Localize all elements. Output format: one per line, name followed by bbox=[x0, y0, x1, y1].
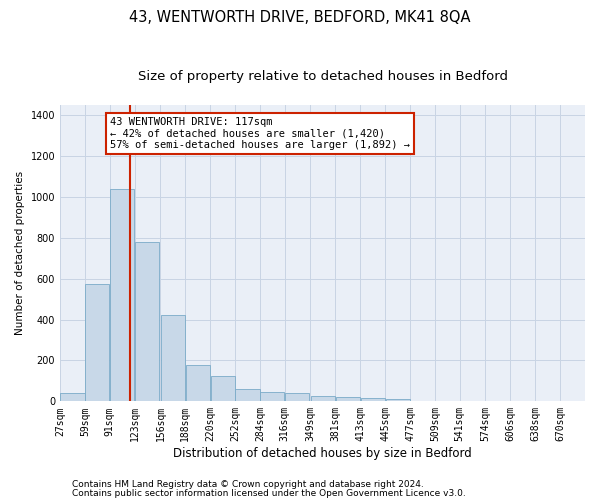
Bar bbox=[135, 242, 159, 402]
Bar bbox=[61, 393, 85, 402]
Bar bbox=[185, 364, 210, 402]
Bar bbox=[110, 189, 134, 402]
Bar bbox=[285, 393, 309, 402]
Bar bbox=[311, 396, 335, 402]
Bar bbox=[386, 400, 410, 402]
Title: Size of property relative to detached houses in Bedford: Size of property relative to detached ho… bbox=[137, 70, 508, 83]
Y-axis label: Number of detached properties: Number of detached properties bbox=[15, 171, 25, 335]
Bar bbox=[235, 389, 260, 402]
Bar bbox=[336, 397, 360, 402]
Text: Contains public sector information licensed under the Open Government Licence v3: Contains public sector information licen… bbox=[72, 489, 466, 498]
Text: 43, WENTWORTH DRIVE, BEDFORD, MK41 8QA: 43, WENTWORTH DRIVE, BEDFORD, MK41 8QA bbox=[129, 10, 471, 25]
X-axis label: Distribution of detached houses by size in Bedford: Distribution of detached houses by size … bbox=[173, 447, 472, 460]
Bar bbox=[85, 284, 109, 402]
Bar bbox=[161, 316, 185, 402]
Bar bbox=[260, 392, 284, 402]
Bar bbox=[361, 398, 385, 402]
Text: Contains HM Land Registry data © Crown copyright and database right 2024.: Contains HM Land Registry data © Crown c… bbox=[72, 480, 424, 489]
Bar bbox=[211, 376, 235, 402]
Text: 43 WENTWORTH DRIVE: 117sqm
← 42% of detached houses are smaller (1,420)
57% of s: 43 WENTWORTH DRIVE: 117sqm ← 42% of deta… bbox=[110, 117, 410, 150]
